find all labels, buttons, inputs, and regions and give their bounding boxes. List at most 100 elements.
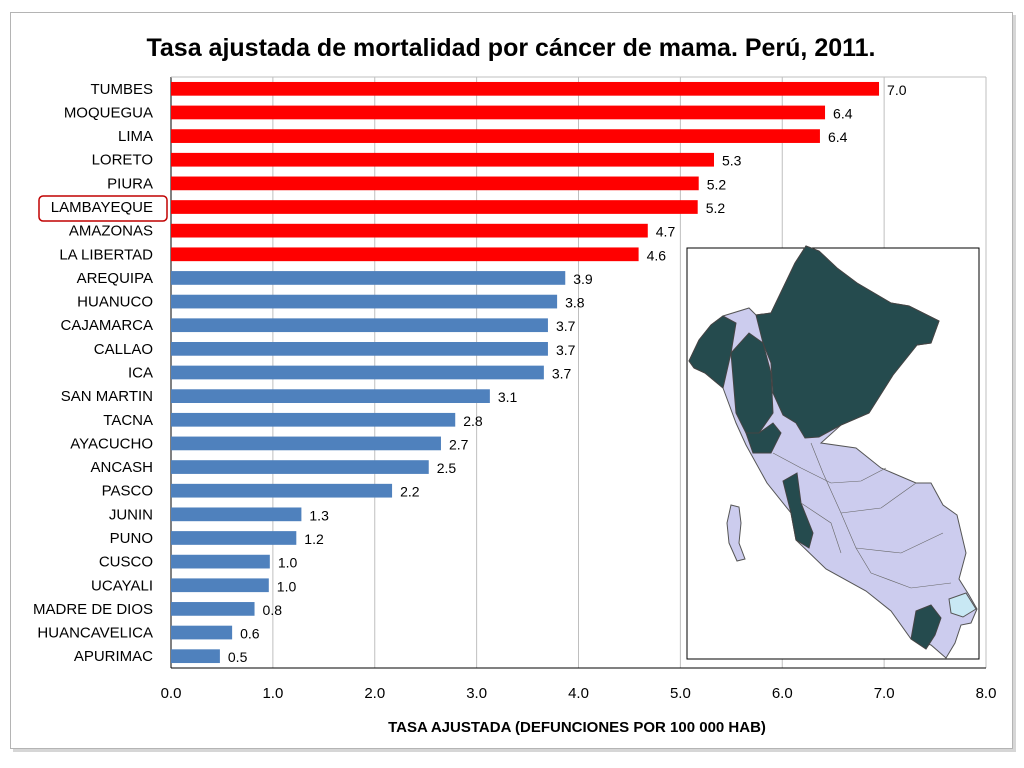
bar <box>171 531 297 545</box>
bar <box>171 81 880 96</box>
bar <box>171 412 456 427</box>
value-label: 0.5 <box>228 649 248 665</box>
category-label: AREQUIPA <box>77 270 153 287</box>
map-region-amazonas <box>730 332 774 434</box>
category-label: SAN MARTIN <box>61 388 153 405</box>
x-tick-label: 4.0 <box>568 685 589 702</box>
x-tick-label: 7.0 <box>874 685 895 702</box>
bar <box>171 578 269 593</box>
highlight-box-lambayeque <box>38 195 168 222</box>
value-label: 1.0 <box>277 578 297 594</box>
grid-lines <box>170 76 987 669</box>
bar <box>171 389 490 403</box>
value-label: 1.0 <box>278 555 298 571</box>
map-lake <box>948 592 977 618</box>
map-region-loreto <box>755 245 940 439</box>
bar <box>171 318 548 333</box>
category-label: AYACUCHO <box>70 435 153 452</box>
category-label: ANCASH <box>90 459 153 476</box>
bar <box>171 200 698 214</box>
value-label: 2.7 <box>449 436 469 452</box>
category-label: MOQUEGUA <box>64 104 153 121</box>
value-label: 5.3 <box>722 153 742 169</box>
bar <box>171 625 233 640</box>
value-label: 3.8 <box>565 295 585 311</box>
x-axis-label: TASA AJUSTADA (DEFUNCIONES POR 100 000 H… <box>388 719 766 736</box>
category-label: CUSCO <box>99 554 153 571</box>
value-label: 4.6 <box>647 247 667 263</box>
bar <box>171 152 714 167</box>
value-label: 3.9 <box>573 271 593 287</box>
value-label: 6.4 <box>833 105 853 121</box>
bar <box>171 460 429 474</box>
value-label: 5.2 <box>707 176 727 192</box>
bar <box>171 294 558 309</box>
bar <box>171 365 544 380</box>
category-label: HUANCAVELICA <box>37 625 153 642</box>
x-tick-label: 3.0 <box>466 685 487 702</box>
value-label: 2.5 <box>437 460 457 476</box>
value-label: 3.7 <box>556 342 576 358</box>
category-label: CALLAO <box>94 341 153 358</box>
value-label: 7.0 <box>887 82 907 98</box>
bars <box>171 81 880 664</box>
bar <box>171 129 820 143</box>
map-island <box>726 504 746 562</box>
category-label: TACNA <box>103 412 153 429</box>
bar <box>171 247 639 262</box>
category-label: LA LIBERTAD <box>59 246 153 263</box>
value-label: 0.8 <box>263 602 283 618</box>
category-label: HUANUCO <box>77 294 153 311</box>
bar <box>171 649 220 664</box>
category-label: JUNIN <box>109 506 153 523</box>
value-label: 5.2 <box>706 200 726 216</box>
value-label: 2.8 <box>463 413 483 429</box>
peru-map-inset <box>686 245 980 660</box>
category-label: AMAZONAS <box>69 223 153 240</box>
bar <box>171 105 826 120</box>
value-label: 3.7 <box>552 366 572 382</box>
value-label: 0.6 <box>240 626 260 642</box>
x-tick-label: 2.0 <box>364 685 385 702</box>
category-label: LIMA <box>118 128 153 145</box>
value-labels: 7.0 6.4 6.4 5.3 5.2 5.2 4.7 4.6 3.9 3.8 3.7 3.7 3.7 3… <box>228 82 907 665</box>
category-label: PASCO <box>102 483 153 500</box>
bar <box>171 602 255 616</box>
x-tick-label: 6.0 <box>772 685 793 702</box>
category-label: LORETO <box>92 152 153 169</box>
bar <box>171 223 648 238</box>
chart-title: Tasa ajustada de mortalidad por cáncer d… <box>146 34 875 62</box>
bar <box>171 436 441 451</box>
chart-svg: Tasa ajustada de mortalidad por cáncer d… <box>33 34 997 736</box>
category-label: LAMBAYEQUE <box>51 199 153 216</box>
value-label: 3.1 <box>498 389 518 405</box>
value-label: 3.7 <box>556 318 576 334</box>
category-label: PIURA <box>107 175 153 192</box>
bar <box>171 271 566 285</box>
map-region-lima <box>782 472 814 549</box>
value-label: 6.4 <box>828 129 848 145</box>
x-tick-label: 0.0 <box>161 685 182 702</box>
category-label: UCAYALI <box>91 577 153 594</box>
value-label: 4.7 <box>656 224 676 240</box>
map-region-north-coast <box>688 315 737 389</box>
bar <box>171 507 302 522</box>
category-label: MADRE DE DIOS <box>33 601 153 618</box>
category-labels: TUMBES MOQUEGUA LIMA LORETO PIURA LAMBAYEQUE A… <box>33 81 153 665</box>
category-label: CAJAMARCA <box>60 317 153 334</box>
value-label: 2.2 <box>400 484 420 500</box>
x-tick-label: 5.0 <box>670 685 691 702</box>
bar <box>171 554 270 569</box>
map-region-moquegua <box>910 604 942 650</box>
bar <box>171 483 393 498</box>
x-tick-label: 8.0 <box>976 685 997 702</box>
value-label: 1.2 <box>304 531 324 547</box>
bar <box>171 342 548 356</box>
map-region-la-libertad <box>745 422 782 454</box>
category-label: PUNO <box>110 530 153 547</box>
category-label: TUMBES <box>90 81 153 98</box>
x-tick-label: 1.0 <box>262 685 283 702</box>
value-label: 1.3 <box>309 507 329 523</box>
category-label: ICA <box>128 365 153 382</box>
chart-frame: Tasa ajustada de mortalidad por cáncer d… <box>10 12 1013 749</box>
